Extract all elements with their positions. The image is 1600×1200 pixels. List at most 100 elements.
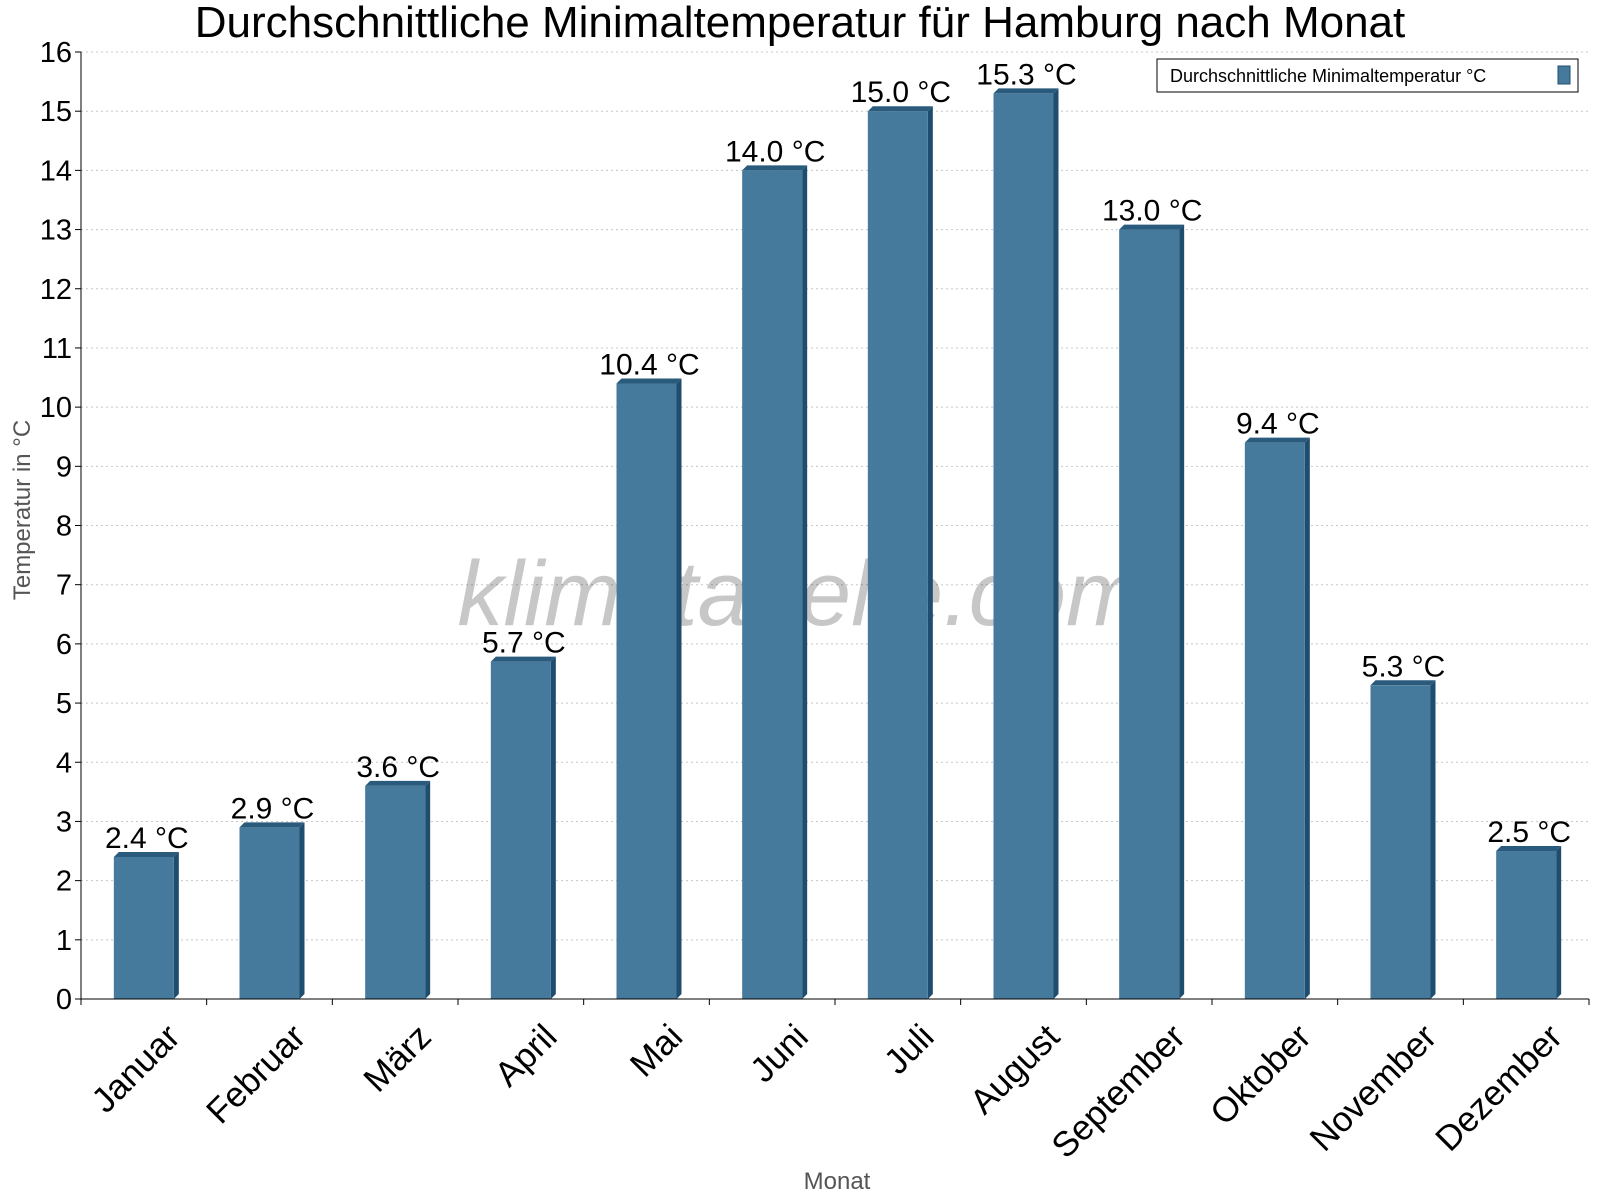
bar-side: [802, 165, 808, 999]
bar-juni: [742, 165, 808, 999]
bar-top: [1496, 846, 1562, 852]
y-tick-label: 12: [40, 274, 72, 306]
bar-top: [490, 656, 556, 662]
data-label: 15.0 °C: [851, 76, 951, 109]
data-label: 9.4 °C: [1236, 408, 1320, 441]
bar-top: [867, 106, 933, 112]
bar-august: [993, 88, 1059, 999]
x-tick-label: April: [487, 1017, 564, 1094]
data-label: 2.5 °C: [1487, 816, 1571, 849]
bar-side: [1179, 224, 1185, 999]
bar-side: [299, 822, 305, 999]
bars: 2.4 °C 2.9 °C 3.6 °C 5.7 °C 10.4 °C 14.0 °C 15…: [105, 58, 1571, 999]
bar-januar: [113, 851, 179, 999]
x-tick-label: Juni: [743, 1017, 816, 1090]
y-tick-label: 8: [56, 511, 72, 543]
y-tick-label: 0: [56, 984, 72, 1016]
bar-side: [927, 106, 933, 999]
bar-top: [113, 851, 179, 857]
bar-dezember: [1496, 846, 1562, 999]
y-tick-label: 2: [56, 866, 72, 898]
data-label: 14.0 °C: [725, 135, 825, 168]
x-axis-label: Monat: [804, 1168, 871, 1195]
bar-top: [1244, 437, 1310, 443]
bar: [1244, 442, 1305, 999]
bar: [742, 170, 803, 999]
x-tick-label: September: [1044, 1017, 1193, 1166]
bar-märz: [365, 780, 431, 999]
y-tick-label: 4: [56, 747, 72, 779]
x-tick-label: August: [963, 1017, 1068, 1122]
legend: Durchschnittliche Minimaltemperatur °C: [1156, 58, 1579, 93]
y-axis-label: Temperatur in °C: [9, 420, 36, 600]
bar-top: [616, 378, 682, 384]
bar: [1370, 685, 1431, 999]
y-tick-label: 16: [40, 37, 72, 69]
bar: [239, 827, 300, 999]
bar-side: [425, 780, 431, 999]
x-tick-label: Februar: [199, 1017, 313, 1131]
bar-side: [1304, 437, 1310, 999]
data-label: 15.3 °C: [976, 58, 1076, 91]
y-tick-label: 9: [56, 451, 72, 483]
x-tick-label: Dezember: [1428, 1017, 1570, 1159]
bar-mai: [616, 378, 682, 999]
y-tick-label: 3: [56, 806, 72, 838]
y-tick-label: 13: [40, 215, 72, 247]
bar-oktober: [1244, 437, 1310, 999]
bar-top: [1119, 224, 1185, 230]
bar-november: [1370, 680, 1436, 999]
chart-title: Durchschnittliche Minimaltemperatur für …: [195, 0, 1406, 47]
x-tick-label: März: [356, 1017, 439, 1100]
y-tick-label: 6: [56, 629, 72, 661]
legend-label: Durchschnittliche Minimaltemperatur °C: [1170, 66, 1486, 86]
bar-top: [1370, 680, 1436, 686]
y-tick-label: 10: [40, 392, 72, 424]
y-tick-label: 1: [56, 925, 72, 957]
data-label: 5.7 °C: [482, 627, 566, 660]
data-label: 2.9 °C: [231, 792, 315, 825]
bar-top: [993, 88, 1059, 94]
data-label: 2.4 °C: [105, 822, 189, 855]
bar: [867, 111, 928, 999]
bar: [616, 383, 677, 999]
y-tick-label: 14: [40, 155, 72, 187]
data-label: 10.4 °C: [599, 348, 699, 381]
y-tick-label: 15: [40, 96, 72, 128]
bar-top: [239, 822, 305, 828]
y-tick-label: 11: [42, 333, 72, 365]
bar: [365, 785, 426, 999]
bar-september: [1119, 224, 1185, 999]
y-tick-label: 7: [56, 570, 72, 602]
data-label: 3.6 °C: [356, 751, 440, 784]
bar: [490, 661, 551, 999]
bar: [113, 856, 174, 999]
x-tick-label: Oktober: [1203, 1017, 1319, 1133]
bar-side: [550, 656, 556, 999]
bar-top: [742, 165, 808, 171]
bar-side: [173, 851, 179, 999]
x-tick-label: Juli: [877, 1017, 942, 1082]
bar: [993, 93, 1054, 999]
bar-side: [1053, 88, 1059, 999]
legend-swatch: [1557, 65, 1571, 85]
data-label: 13.0 °C: [1102, 195, 1202, 228]
bar: [1496, 851, 1557, 999]
x-axis-ticks: Januar Februar März April Mai Juni Juli AugustS…: [80, 999, 1590, 1166]
bar-juli: [867, 106, 933, 999]
x-tick-label: November: [1302, 1017, 1444, 1159]
y-tick-label: 5: [56, 688, 72, 720]
gridlines: [81, 51, 1589, 941]
x-tick-label: Mai: [623, 1017, 690, 1084]
bar-side: [676, 378, 682, 999]
bar-april: [490, 656, 556, 999]
x-tick-label: Januar: [84, 1017, 187, 1120]
bar: [1119, 229, 1180, 999]
bar-side: [1556, 846, 1562, 999]
bar-februar: [239, 822, 305, 999]
bar-side: [1430, 680, 1436, 999]
bar-top: [365, 780, 431, 786]
legend-box: [1156, 58, 1579, 93]
